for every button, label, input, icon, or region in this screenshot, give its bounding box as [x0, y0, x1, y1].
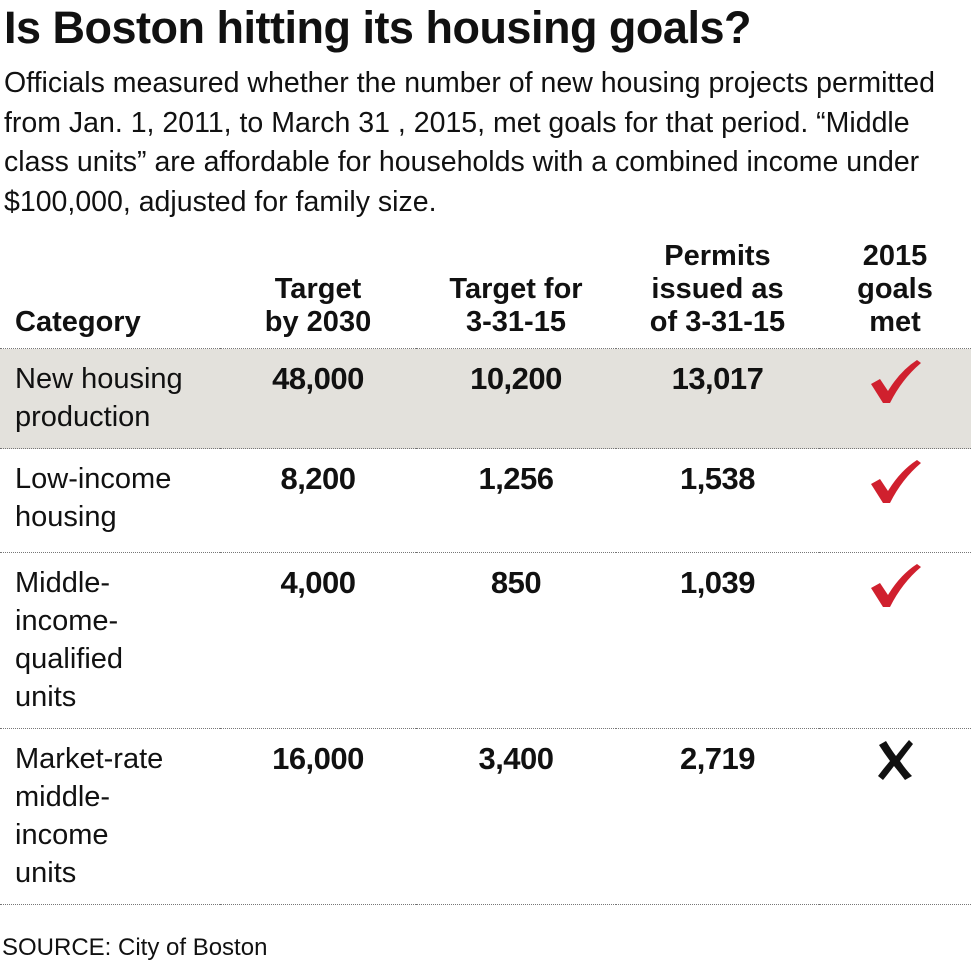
table-row: Low-income housing 8,200 1,256 1,538 [0, 448, 971, 553]
cross-icon [875, 740, 915, 785]
cell-goals-met [819, 552, 971, 729]
column-header-goals-met: 2015 goals met [819, 240, 971, 349]
column-header-target-2015: Target for 3-31-15 [416, 240, 616, 349]
cell-goals-met [819, 728, 971, 905]
check-icon [868, 360, 922, 409]
column-header-category: Category [0, 240, 220, 349]
cell-category: Middle-income-qualified units [0, 552, 220, 729]
table-row: Middle-income-qualified units 4,000 850 1,03… [0, 552, 971, 729]
cell-permits: 1,039 [616, 552, 819, 729]
cell-category: Low-income housing [0, 448, 220, 553]
chart-title: Is Boston hitting its housing goals? [4, 2, 751, 53]
chart-subtitle: Officials measured whether the number of… [4, 67, 935, 218]
housing-goals-table: Category Target by 2030 Target for 3-31-15… [0, 240, 971, 905]
table-row: New housing production 48,000 10,200 13,017 [0, 348, 971, 449]
column-header-target-2030: Target by 2030 [220, 240, 416, 349]
cell-permits: 2,719 [616, 728, 819, 905]
cell-permits: 1,538 [616, 448, 819, 553]
cell-permits: 13,017 [616, 348, 819, 449]
table-body: New housing production 48,000 10,200 13,017 L… [0, 348, 971, 905]
check-icon [868, 564, 922, 613]
cell-target-2015: 3,400 [416, 728, 616, 905]
source-note: SOURCE: City of Boston [2, 934, 268, 961]
cell-goals-met [819, 448, 971, 553]
table-row: Market-rate middle-income units 16,000 3,400… [0, 728, 971, 905]
cell-goals-met [819, 348, 971, 449]
cell-category: Market-rate middle-income units [0, 728, 220, 905]
cell-target-2015: 10,200 [416, 348, 616, 449]
cell-target-2030: 8,200 [220, 448, 416, 553]
column-header-permits: Permits issued as of 3-31-15 [616, 240, 819, 349]
cell-target-2015: 850 [416, 552, 616, 729]
table-header-row: Category Target by 2030 Target for 3-31-15… [0, 240, 971, 349]
cell-category: New housing production [0, 348, 220, 449]
cell-target-2030: 4,000 [220, 552, 416, 729]
check-icon [868, 460, 922, 509]
cell-target-2030: 16,000 [220, 728, 416, 905]
cell-target-2015: 1,256 [416, 448, 616, 553]
cell-target-2030: 48,000 [220, 348, 416, 449]
